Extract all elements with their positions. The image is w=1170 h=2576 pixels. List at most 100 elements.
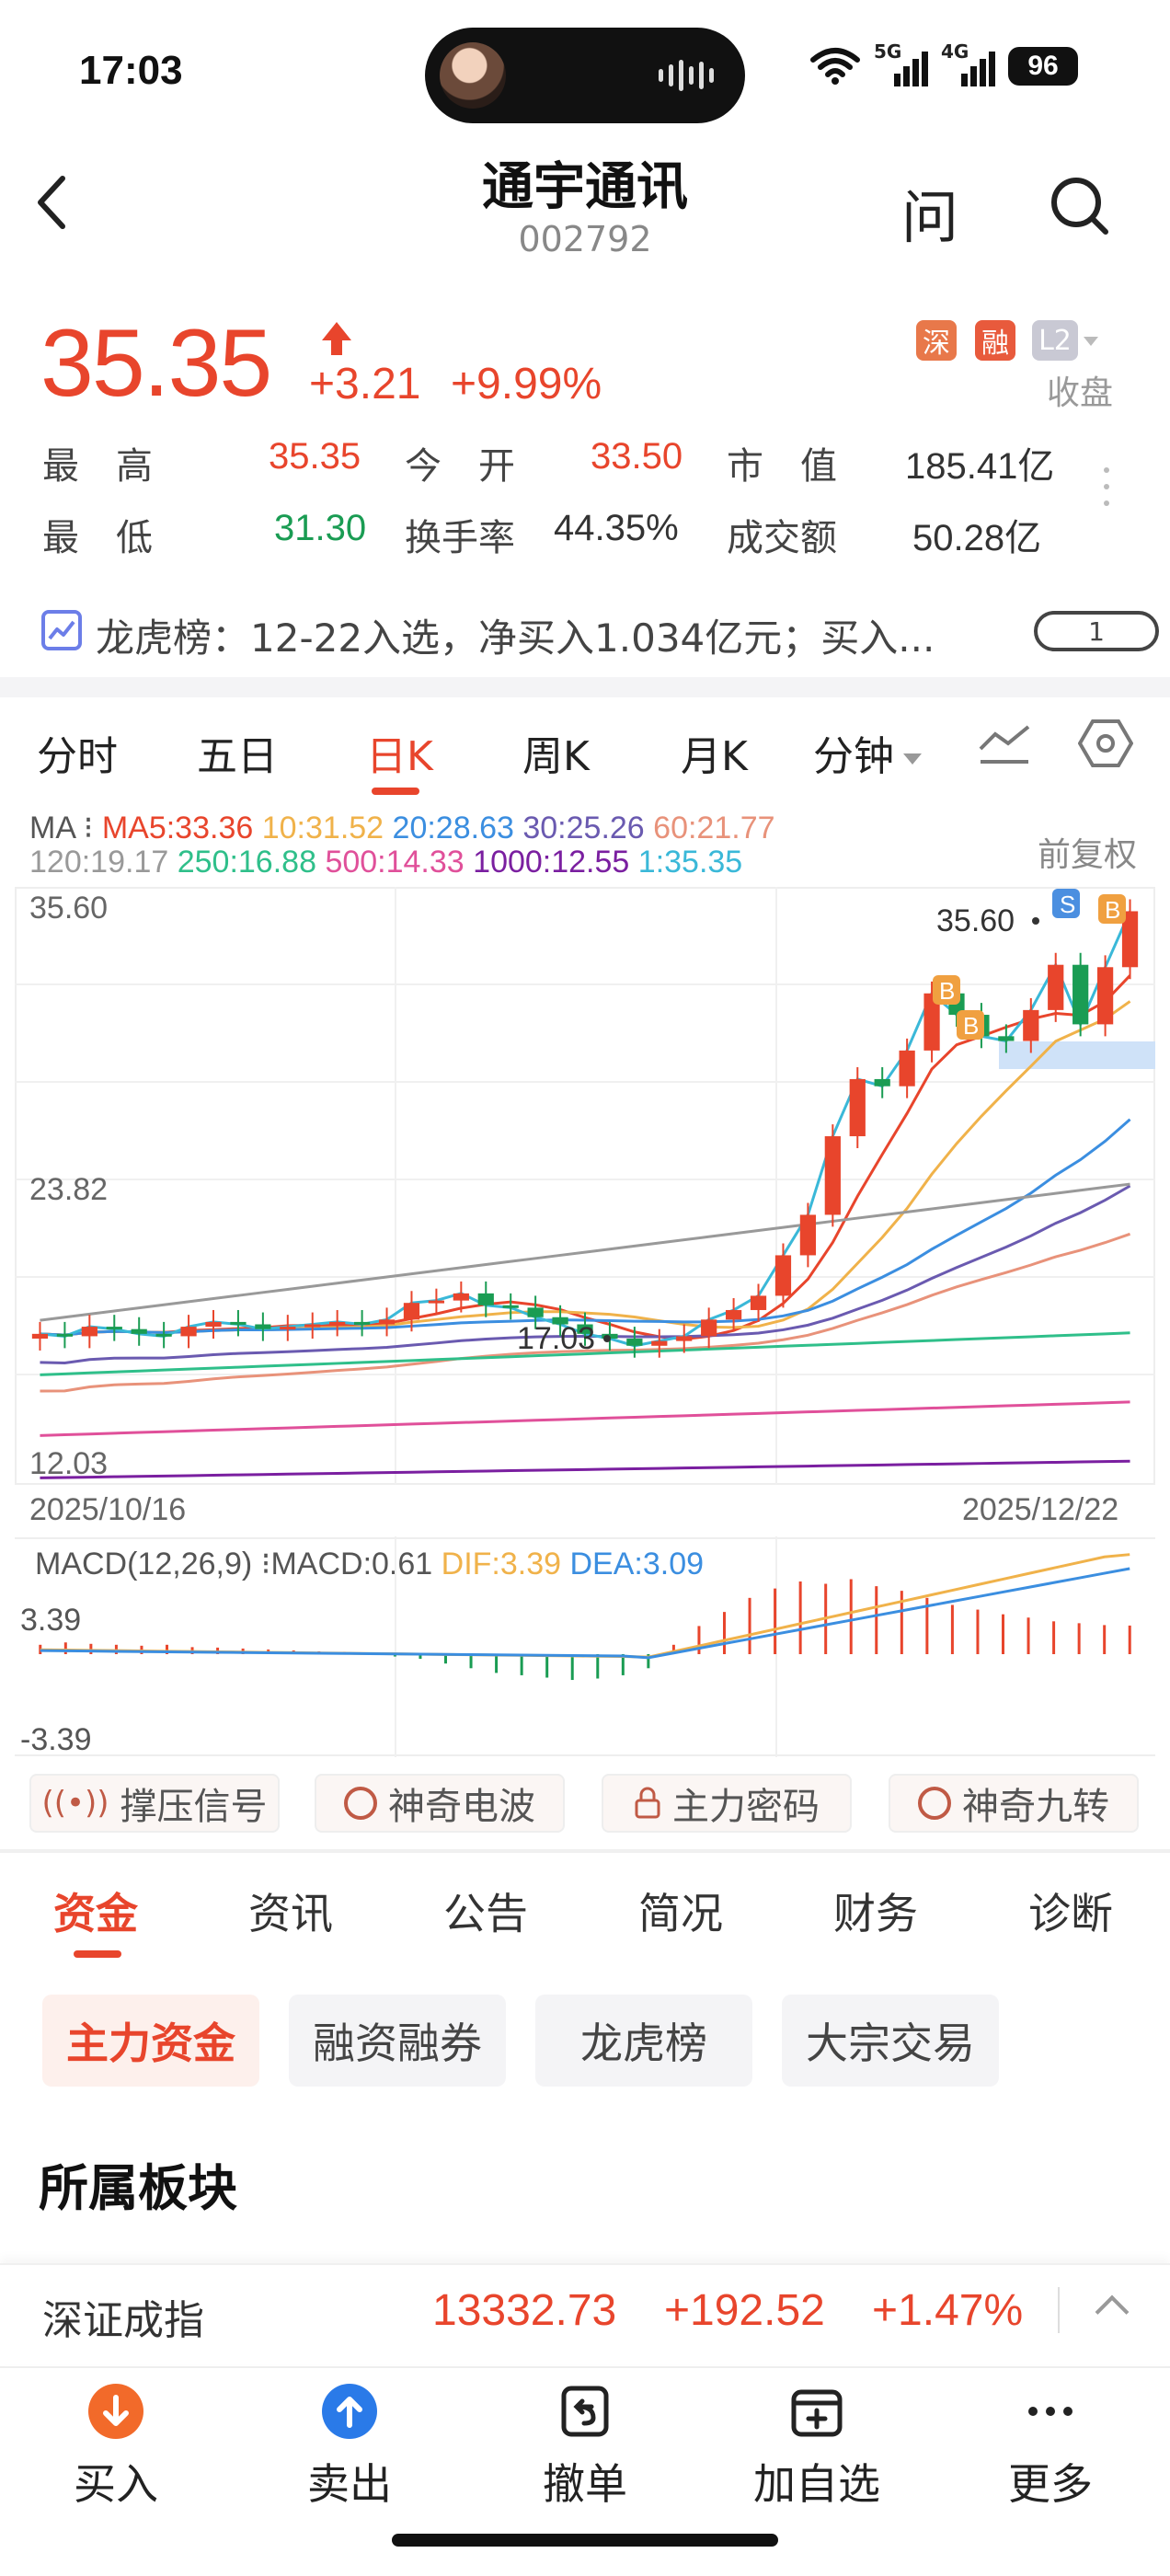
main-force-code-button[interactable]: 主力密码 (602, 1774, 852, 1833)
search-icon[interactable] (1049, 175, 1111, 237)
ask-button[interactable]: 问 (901, 184, 959, 251)
chevron-circle-icon (918, 1787, 951, 1820)
stat-label-high: 最 高 (42, 445, 153, 488)
candle-body (774, 1255, 792, 1296)
l2-tag[interactable]: L2 (1032, 320, 1078, 361)
tab-minute[interactable]: 分钟 (813, 723, 922, 782)
tab-intraday[interactable]: 分时 (37, 733, 118, 780)
stock-name: 通宇通讯 (482, 157, 688, 217)
wifi-icon (810, 48, 860, 85)
buy-signal-marker[interactable]: B (957, 1010, 984, 1040)
candle-body (799, 1214, 817, 1256)
tab-financials[interactable]: 财务 (833, 1889, 918, 1938)
chip-longhu[interactable]: 龙虎榜 (535, 1995, 752, 2087)
tab-funds[interactable]: 资金 (53, 1889, 138, 1938)
chevron-down-icon (903, 753, 922, 765)
add-watchlist-button[interactable]: 加自选 (734, 2383, 900, 2512)
tab-announcements[interactable]: 公告 (443, 1889, 528, 1938)
macd-title: MACD(12,26,9) (35, 1547, 253, 1581)
status-icons: 5G 4G 96 (809, 40, 1078, 86)
market-status: 收盘 (1047, 374, 1114, 412)
up-arrow-icon (322, 322, 351, 340)
buy-signal-marker[interactable]: B (1098, 894, 1126, 924)
index-bar[interactable] (0, 2263, 1170, 2364)
support-resistance-button[interactable]: ((•)) 撑压信号 (29, 1774, 280, 1833)
sell-button[interactable]: 卖出 (267, 2383, 432, 2512)
indicator-settings-icon[interactable] (977, 721, 1032, 767)
macd-y-top: 3.39 (20, 1603, 81, 1638)
up-arrow-stem (331, 339, 342, 355)
ma1-value: 1:35.35 (637, 845, 743, 880)
buy-label: 买入 (74, 2459, 158, 2509)
more-stats-icon[interactable] (1104, 467, 1109, 506)
chart-settings-icon[interactable] (1078, 718, 1133, 769)
candle-body (1023, 1009, 1039, 1041)
ma-line (40, 1182, 1130, 1322)
tab-five-day[interactable]: 五日 (197, 733, 278, 780)
exchange-tag: 深 (916, 320, 957, 361)
buy-icon (88, 2384, 143, 2439)
candle-body (453, 1293, 469, 1301)
candle-body (552, 1317, 568, 1325)
candle-body (31, 1333, 49, 1340)
x-end-date: 2025/12/22 (962, 1492, 1119, 1527)
buy-button[interactable]: 买入 (33, 2383, 199, 2512)
candle-body (824, 1136, 841, 1215)
home-indicator[interactable] (392, 2534, 778, 2547)
candle-body (255, 1324, 271, 1329)
tab-news[interactable]: 资讯 (248, 1889, 333, 1938)
price-adjust-toggle[interactable]: 前复权 (1038, 836, 1138, 874)
l2-dropdown-icon[interactable] (1084, 337, 1098, 346)
tab-monthly-k[interactable]: 月K (681, 733, 748, 780)
wave-icon (344, 1787, 377, 1820)
tab-weekly-k[interactable]: 周K (522, 733, 590, 780)
candle-body (1048, 964, 1064, 1010)
ma-legend-row1: MA ⁝ MA5:33.36 10:31.52 20:28.63 30:25.2… (29, 810, 775, 846)
kline-chart[interactable]: 35.60 23.82 12.03 35.60 17.03 S B B B (15, 887, 1155, 1485)
buy-signal-label: B (963, 1012, 979, 1040)
candle-body (725, 1309, 742, 1320)
stat-value-high: 35.35 (269, 436, 361, 477)
sell-signal-marker[interactable]: S (1052, 889, 1080, 918)
magic-nine-label: 神奇九转 (962, 1786, 1109, 1828)
ma-legend-row2: 120:19.17 250:16.88 500:14.33 1000:12.55… (29, 845, 742, 880)
longhu-count-badge[interactable]: 1 (1034, 611, 1159, 651)
lock-icon (635, 1787, 660, 1819)
ma-label: MA (29, 811, 75, 845)
tab-profile[interactable]: 简况 (638, 1889, 723, 1938)
status-time: 17:03 (79, 48, 183, 93)
ma-line (40, 1400, 1130, 1437)
tab-daily-k[interactable]: 日K (366, 733, 433, 780)
chip-margin[interactable]: 融资融券 (289, 1995, 506, 2087)
buy-signal-label: B (939, 977, 955, 1005)
magic-nine-button[interactable]: 神奇九转 (889, 1774, 1139, 1833)
ma20-value: 20:28.63 (392, 811, 514, 845)
y-tick-mid: 23.82 (29, 1172, 108, 1207)
price-change: +3.21 (309, 360, 421, 408)
tab-diagnosis[interactable]: 诊断 (1028, 1889, 1113, 1938)
chip-main-funds[interactable]: 主力资金 (42, 1995, 259, 2087)
index-separator (1058, 2287, 1060, 2333)
candle-body (280, 1327, 296, 1330)
ma10-value: 10:31.52 (261, 811, 384, 845)
ma250-value: 250:16.88 (177, 845, 316, 880)
more-button[interactable]: 更多 (968, 2383, 1133, 2512)
longhu-summary[interactable]: 龙虎榜：12-22入选，净买入1.034亿元；买入... (96, 615, 935, 661)
chip-block-trade[interactable]: 大宗交易 (782, 1995, 999, 2087)
active-tab-indicator (372, 788, 419, 795)
back-icon[interactable] (35, 175, 68, 230)
stat-label-turnover: 换手率 (405, 517, 515, 559)
ma-line (40, 1118, 1131, 1337)
candle-body (676, 1336, 693, 1341)
magic-wave-button[interactable]: 神奇电波 (315, 1774, 565, 1833)
margin-tag: 融 (975, 320, 1015, 361)
candle-body (180, 1327, 197, 1337)
section-title-sectors: 所属板块 (39, 2159, 237, 2217)
cancel-order-button[interactable]: 撤单 (502, 2383, 668, 2512)
more-icon (1028, 2407, 1072, 2416)
signal-icon: ((•)) (41, 1785, 109, 1822)
sell-label: 卖出 (307, 2459, 392, 2509)
buy-signal-marker[interactable]: B (933, 975, 960, 1005)
stat-value-mcap: 185.41亿 (905, 446, 1055, 487)
macd-chart[interactable]: 3.39 -3.39 (15, 1536, 1155, 1757)
